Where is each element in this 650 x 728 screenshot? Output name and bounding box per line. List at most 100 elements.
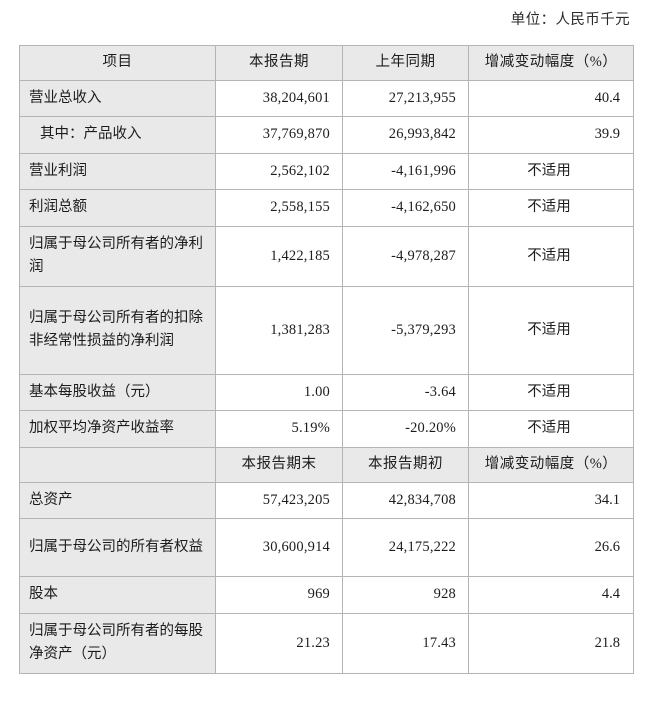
- header-change-label: 增减变动幅度（%）: [484, 54, 618, 71]
- period-row-change-value-text: 不适用: [527, 199, 571, 216]
- header-cell-balance-change-text: 增减变动幅度（%）: [484, 456, 618, 473]
- balance-row-previous-value-text: 42,834,708: [388, 491, 456, 508]
- balance-row-current-value-text: 21.23: [296, 634, 330, 651]
- period-row-item-label: 归属于母公司所有者的净利润: [19, 225, 216, 287]
- table-row: 其中：产品收入 37,769,870 26,993,842 39.9: [19, 116, 634, 154]
- header-cell-period-begin: 本报告期初: [342, 446, 469, 483]
- period-row-item-label-text: 利润总额: [29, 199, 87, 216]
- financial-summary-table: 项目 本报告期 上年同期 增减变动幅度（%） 营业总收入 38,204,601 27…: [19, 45, 634, 674]
- header-cell-period-end-text: 本报告期末: [241, 456, 317, 473]
- table-row: 总资产 57,423,205 42,834,708 34.1: [19, 481, 634, 520]
- period-row-current-value-text: 5.19%: [291, 420, 330, 437]
- balance-row-current-value: 21.23: [215, 612, 343, 674]
- balance-row-item-label: 股本: [19, 576, 216, 614]
- period-row-change-value-text: 39.9: [594, 126, 620, 143]
- table-header-row-balance: 本报告期末 本报告期初 增减变动幅度（%）: [19, 446, 634, 483]
- period-row-item-label: 归属于母公司所有者的扣除非经常性损益的净利润: [19, 285, 216, 375]
- balance-row-change-value: 21.8: [468, 612, 634, 674]
- period-row-previous-value: -4,162,650: [342, 189, 469, 227]
- period-row-current-value-text: 1,381,283: [270, 321, 330, 338]
- balance-row-current-value: 57,423,205: [215, 481, 343, 520]
- period-row-previous-value-text: -4,162,650: [391, 199, 456, 216]
- period-row-previous-value: -5,379,293: [342, 285, 469, 375]
- period-row-change-value-text: 不适用: [527, 247, 571, 264]
- period-row-current-value: 5.19%: [215, 410, 343, 448]
- table-row: 利润总额 2,558,155 -4,162,650 不适用: [19, 189, 634, 227]
- period-row-current-value-text: 1.00: [303, 383, 330, 400]
- balance-row-change-value: 34.1: [468, 481, 634, 520]
- period-row-previous-value-text: -5,379,293: [391, 321, 456, 338]
- balance-row-item-label: 归属于母公司所有者的每股净资产（元）: [19, 612, 216, 674]
- balance-row-current-value: 969: [215, 576, 343, 614]
- period-row-previous-value-text: -3.64: [424, 383, 456, 400]
- period-row-item-label: 基本每股收益（元）: [19, 373, 216, 412]
- header-cell-previous-period: 上年同期: [342, 45, 469, 81]
- period-row-change-value: 不适用: [468, 152, 634, 191]
- period-row-change-value-text: 不适用: [527, 383, 571, 400]
- period-row-previous-value: -3.64: [342, 373, 469, 412]
- header-cell-balance-item-text: [20, 454, 215, 477]
- balance-row-previous-value: 928: [342, 576, 469, 614]
- header-cell-period-end: 本报告期末: [215, 446, 343, 483]
- period-row-item-label: 其中：产品收入: [19, 116, 216, 154]
- period-row-change-value: 40.4: [468, 79, 634, 118]
- period-row-previous-value-text: 27,213,955: [388, 90, 456, 106]
- header-item-label: 项目: [102, 54, 133, 71]
- period-row-item-label-text: 营业总收入: [29, 90, 102, 106]
- period-row-current-value: 1,381,283: [215, 285, 343, 375]
- balance-row-change-value: 26.6: [468, 518, 634, 578]
- period-row-item-label: 利润总额: [19, 189, 216, 227]
- table-row: 营业总收入 38,204,601 27,213,955 40.4: [19, 79, 634, 118]
- period-row-change-value-text: 40.4: [594, 90, 620, 106]
- balance-row-current-value-text: 969: [307, 586, 330, 603]
- period-row-previous-value-text: -4,161,996: [391, 162, 456, 179]
- period-row-current-value: 37,769,870: [215, 116, 343, 154]
- table-row: 基本每股收益（元） 1.00 -3.64 不适用: [19, 373, 634, 412]
- period-row-item-label-text: 其中：产品收入: [40, 126, 142, 143]
- period-row-previous-value-text: -4,978,287: [391, 247, 456, 264]
- balance-row-item-label: 归属于母公司的所有者权益: [19, 518, 216, 578]
- table-row: 加权平均净资产收益率 5.19% -20.20% 不适用: [19, 410, 634, 448]
- balance-row-item-label-text: 总资产: [29, 491, 73, 508]
- balance-row-item-label-text: 归属于母公司的所有者权益: [29, 539, 203, 556]
- table-row: 归属于母公司所有者的净利润 1,422,185 -4,978,287 不适用: [19, 225, 634, 287]
- period-row-previous-value: -4,161,996: [342, 152, 469, 191]
- table-row: 归属于母公司的所有者权益 30,600,914 24,175,222 26.6: [19, 518, 634, 578]
- table-header-row-period: 项目 本报告期 上年同期 增减变动幅度（%）: [19, 45, 634, 81]
- period-row-previous-value: -4,978,287: [342, 225, 469, 287]
- header-cell-period-begin-text: 本报告期初: [368, 456, 443, 473]
- period-row-change-value-text: 不适用: [527, 162, 571, 179]
- period-row-current-value-text: 1,422,185: [270, 247, 330, 264]
- period-row-current-value-text: 2,558,155: [270, 199, 330, 216]
- header-cell-current-period: 本报告期: [215, 45, 343, 81]
- table-row: 股本 969 928 4.4: [19, 576, 634, 614]
- period-row-item-label: 营业总收入: [19, 79, 216, 118]
- period-row-current-value-text: 2,562,102: [270, 162, 330, 179]
- period-row-change-value-text: 不适用: [527, 420, 571, 437]
- header-cell-change: 增减变动幅度（%）: [468, 45, 634, 81]
- balance-row-change-value: 4.4: [468, 576, 634, 614]
- balance-row-previous-value: 17.43: [342, 612, 469, 674]
- period-row-change-value: 39.9: [468, 116, 634, 154]
- table-body: 项目 本报告期 上年同期 增减变动幅度（%） 营业总收入 38,204,601 27…: [19, 45, 634, 674]
- period-row-item-label-text: 营业利润: [29, 162, 87, 179]
- balance-row-current-value: 30,600,914: [215, 518, 343, 578]
- period-row-current-value: 38,204,601: [215, 79, 343, 118]
- period-row-item-label-text: 归属于母公司所有者的净利润: [29, 235, 203, 276]
- balance-row-previous-value-text: 928: [433, 586, 456, 603]
- period-row-current-value-text: 38,204,601: [262, 90, 330, 106]
- period-row-item-label: 营业利润: [19, 152, 216, 191]
- balance-row-change-value-text: 34.1: [594, 491, 620, 508]
- period-row-item-label-text: 加权平均净资产收益率: [29, 420, 174, 437]
- period-row-previous-value-text: -20.20%: [405, 420, 456, 437]
- header-cell-balance-change: 增减变动幅度（%）: [468, 446, 634, 483]
- period-row-change-value: 不适用: [468, 189, 634, 227]
- balance-row-item-label-text: 股本: [29, 586, 58, 603]
- period-row-change-value: 不适用: [468, 410, 634, 448]
- balance-row-previous-value-text: 17.43: [422, 634, 456, 651]
- table-row: 营业利润 2,562,102 -4,161,996 不适用: [19, 152, 634, 191]
- period-row-current-value: 2,562,102: [215, 152, 343, 191]
- header-current-period-label: 本报告期: [249, 54, 309, 71]
- balance-row-previous-value: 42,834,708: [342, 481, 469, 520]
